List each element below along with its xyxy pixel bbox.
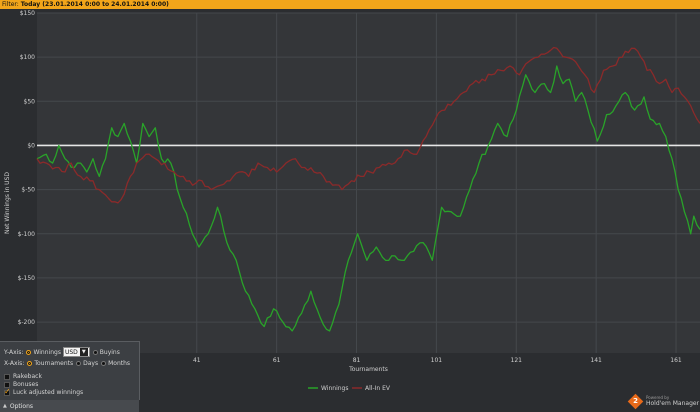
rakeback-checkbox[interactable] [4,373,10,380]
filter-bar[interactable]: Filter: Today (23.01.2014 0:00 to 24.01.… [0,0,700,9]
x-axis-row: X-Axis: Tournaments Days Months [4,360,130,367]
y-tick-label: $0 [27,142,35,149]
currency-value: USD [64,348,78,356]
y-tick-label: $150 [20,10,35,17]
x-days-radio[interactable] [76,361,82,366]
bonuses-label[interactable]: Bonuses [13,381,39,388]
y-tick-label: $100 [20,54,35,61]
x-tick-label: 101 [431,357,443,364]
x-axis-label: X-Axis: [4,360,25,367]
filter-value[interactable]: Today (23.01.2014 0:00 to 24.01.2014 0:0… [20,1,169,8]
chevron-down-icon[interactable]: ▼ [79,348,88,356]
y-axis-row: Y-Axis: Winnings USD ▼ Buyins [4,347,120,357]
x-months-label[interactable]: Months [108,360,131,367]
triangle-up-icon: ▲ [3,403,7,409]
y-tick-label: $-200 [18,319,36,326]
x-tick-label: 121 [511,357,523,364]
x-axis-title: Tournaments [348,366,388,373]
series-all-in-ev [36,46,700,204]
legend-label: All-In EV [365,385,391,392]
legend-label: Winnings [321,385,348,392]
hm2-logo-icon: 2 [627,393,644,409]
y-axis-title: Net Winnings in USD [4,172,11,234]
x-tournaments-label[interactable]: Tournaments [34,360,74,367]
y-buyins-radio[interactable] [92,349,98,355]
y-axis-label: Y-Axis: [4,348,24,356]
luck-adjusted-label[interactable]: Luck adjusted winnings [13,389,84,396]
x-days-label[interactable]: Days [83,360,99,367]
logo-glyph: 2 [633,396,638,405]
series-winnings [36,65,700,332]
x-months-radio[interactable] [101,361,107,366]
y-winnings-radio[interactable] [26,349,32,355]
x-tick-label: 161 [670,357,682,364]
y-tick-label: $-100 [18,231,36,238]
brand-logo: 2 Powered by Hold'em Manager [627,393,700,409]
x-tick-label: 81 [353,357,361,364]
powered-by-text: Powered by [646,395,670,400]
options-button[interactable]: ▲ Options [0,400,139,412]
x-tournaments-radio[interactable] [27,361,33,366]
luck-adjusted-row[interactable]: Luck adjusted winnings [4,387,84,396]
brand-name: Hold'em Manager [646,400,700,407]
winnings-chart: $150 $100 $50 $0 $-50 $-100 $-150 $-200 41 61 81 10… [4,10,700,392]
plot-area [37,13,700,353]
options-button-label: Options [9,402,34,410]
x-tick-label: 41 [193,357,201,364]
x-tick-label: 61 [273,357,281,364]
x-tick-label: 141 [590,357,602,364]
y-winnings-label[interactable]: Winnings [33,348,61,356]
chart-options-panel: Y-Axis: Winnings USD ▼ Buyins X-Axis: To… [0,341,140,400]
y-buyins-label[interactable]: Buyins [99,348,120,356]
rakeback-row[interactable]: Rakeback [4,373,42,380]
y-tick-label: $-150 [18,275,36,282]
currency-select[interactable]: USD ▼ [62,347,90,357]
luck-adjusted-checkbox[interactable] [4,387,11,396]
filter-label: Filter: [2,1,19,8]
y-tick-label: $50 [24,98,36,105]
y-tick-label: $-50 [21,187,35,194]
rakeback-label[interactable]: Rakeback [13,373,42,380]
